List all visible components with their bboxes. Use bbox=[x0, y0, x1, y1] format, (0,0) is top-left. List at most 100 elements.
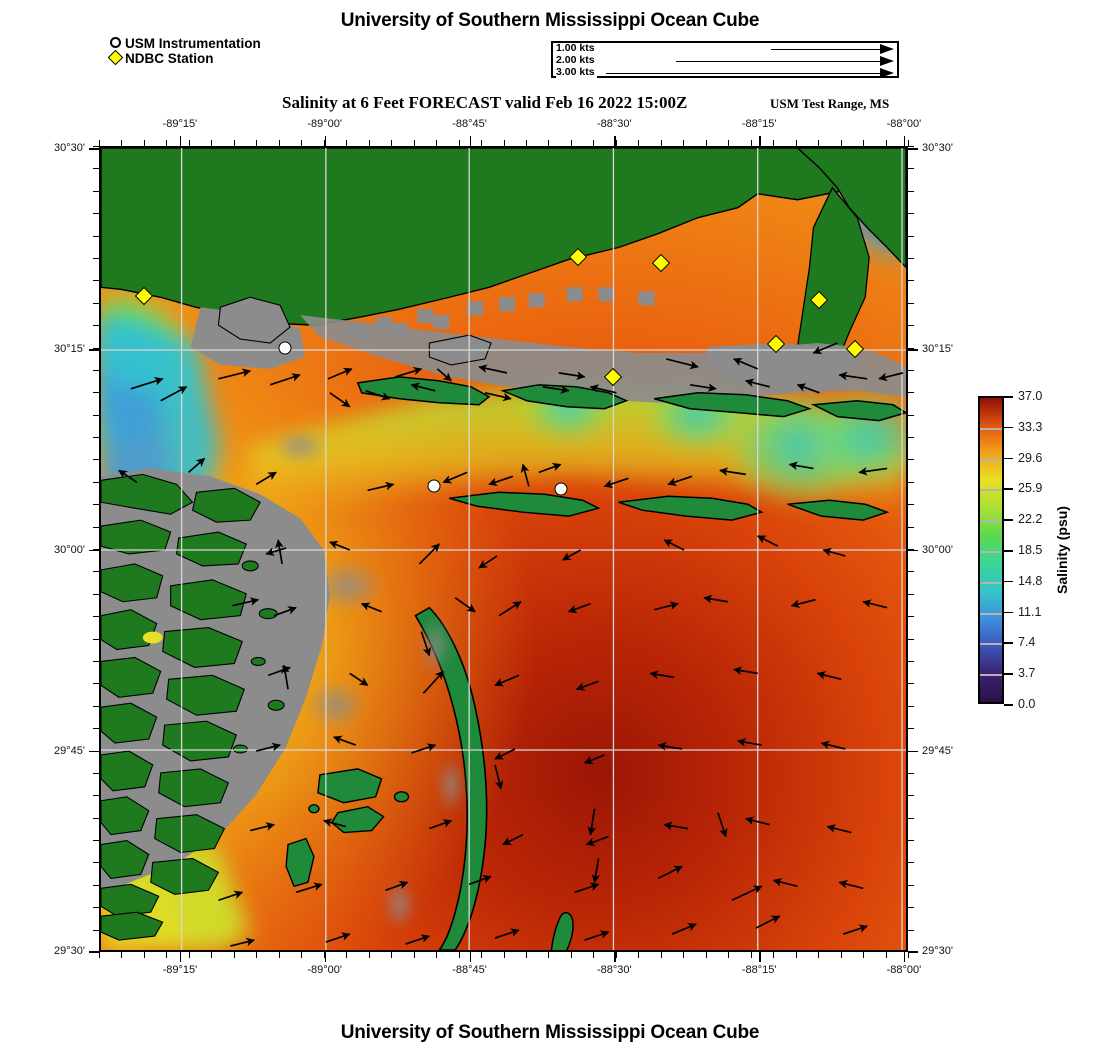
x-major-tick bbox=[903, 136, 906, 146]
x-major-tick bbox=[759, 952, 761, 962]
y-minor-tick bbox=[908, 728, 914, 730]
vector-scale-label: 2.00 kts bbox=[556, 53, 597, 66]
y-minor-tick bbox=[93, 146, 99, 147]
y-minor-tick bbox=[908, 414, 914, 416]
y-minor-tick bbox=[93, 907, 99, 909]
y-major-tick bbox=[89, 951, 99, 953]
y-minor-tick bbox=[93, 190, 99, 192]
y-minor-tick bbox=[908, 907, 914, 909]
y-axis-label: 30°00' bbox=[54, 543, 85, 556]
x-major-tick bbox=[614, 952, 616, 962]
y-minor-tick bbox=[93, 660, 99, 662]
x-axis-label: -88°15' bbox=[741, 118, 777, 130]
y-major-tick bbox=[908, 951, 918, 953]
x-minor-tick bbox=[885, 952, 887, 958]
usm-instrumentation-marker[interactable] bbox=[278, 341, 292, 355]
x-minor-tick bbox=[593, 952, 595, 958]
x-minor-tick bbox=[773, 140, 775, 146]
y-minor-tick bbox=[908, 840, 914, 842]
colorbar-band-separator bbox=[980, 643, 1002, 646]
x-minor-tick bbox=[840, 140, 842, 146]
colorbar-tick bbox=[1004, 519, 1013, 521]
legend-item-usm-instrumentation: USM Instrumentation bbox=[108, 36, 261, 51]
colorbar-band-separator bbox=[980, 489, 1002, 492]
colorbar-tick-label: 0.0 bbox=[1018, 697, 1036, 711]
y-minor-tick bbox=[93, 593, 99, 595]
y-minor-tick bbox=[908, 549, 914, 550]
x-minor-tick bbox=[346, 952, 348, 958]
x-minor-tick bbox=[391, 140, 393, 146]
y-minor-tick bbox=[908, 638, 914, 640]
colorbar-tick-label: 7.4 bbox=[1018, 635, 1036, 650]
x-minor-tick bbox=[525, 140, 527, 146]
x-minor-tick bbox=[863, 952, 865, 958]
usm-instrumentation-marker[interactable] bbox=[427, 479, 441, 493]
x-minor-tick bbox=[211, 952, 213, 958]
y-major-tick bbox=[908, 148, 918, 150]
x-minor-tick bbox=[166, 140, 168, 146]
colorbar-tick bbox=[1004, 642, 1013, 644]
x-minor-tick bbox=[458, 952, 460, 958]
x-minor-tick bbox=[818, 952, 820, 958]
colorbar-tick bbox=[1004, 704, 1013, 706]
y-minor-tick bbox=[93, 302, 99, 304]
x-minor-tick bbox=[391, 952, 393, 958]
y-minor-tick bbox=[93, 481, 99, 483]
y-minor-tick bbox=[908, 392, 914, 394]
y-minor-tick bbox=[93, 168, 99, 170]
colorbar-tick-label: 29.6 bbox=[1018, 450, 1043, 465]
page-title-bottom: University of Southern Mississippi Ocean… bbox=[340, 1022, 760, 1043]
y-minor-tick bbox=[93, 795, 99, 797]
x-minor-tick bbox=[548, 140, 550, 146]
colorbar-tick bbox=[1004, 550, 1013, 552]
colorbar-tick-label: 14.8 bbox=[1018, 573, 1043, 588]
x-major-tick bbox=[179, 952, 182, 962]
y-minor-tick bbox=[908, 459, 914, 461]
x-minor-tick bbox=[750, 952, 752, 958]
x-major-tick bbox=[324, 136, 327, 146]
x-minor-tick bbox=[413, 140, 415, 146]
x-minor-tick bbox=[278, 952, 280, 958]
y-minor-tick bbox=[93, 616, 99, 618]
south-island bbox=[550, 911, 574, 950]
x-major-tick bbox=[179, 136, 182, 146]
x-minor-tick bbox=[615, 952, 617, 958]
y-minor-tick bbox=[93, 683, 99, 685]
colorbar-tick bbox=[1004, 457, 1013, 460]
y-axis-label: 30°00' bbox=[922, 543, 953, 556]
x-axis-label: -88°45' bbox=[452, 118, 487, 130]
legend-label-usm: USM Instrumentation bbox=[125, 36, 261, 51]
x-minor-tick bbox=[301, 140, 303, 146]
x-axis-label: -88°15' bbox=[741, 964, 777, 976]
y-minor-tick bbox=[93, 728, 99, 730]
y-minor-tick bbox=[908, 504, 914, 506]
salinity-map-plot[interactable] bbox=[99, 146, 908, 952]
circle-outline-icon bbox=[108, 36, 125, 51]
y-major-tick bbox=[908, 549, 918, 552]
y-axis-label: 30°30' bbox=[54, 142, 85, 155]
x-minor-tick bbox=[750, 140, 752, 146]
colorbar-band-separator bbox=[980, 520, 1002, 523]
x-minor-tick bbox=[548, 952, 550, 958]
x-minor-tick bbox=[795, 952, 797, 958]
x-minor-tick bbox=[413, 952, 415, 958]
current-vector-scale-legend: 1.00 kts 2.00 kts 3.00 kts bbox=[551, 41, 899, 78]
colorbar-tick-label: 25.9 bbox=[1018, 481, 1043, 496]
y-axis-label: 29°45' bbox=[54, 744, 85, 757]
x-minor-tick bbox=[256, 952, 258, 958]
usm-instrumentation-marker[interactable] bbox=[554, 482, 568, 496]
colorbar-tick bbox=[1004, 396, 1013, 398]
x-major-tick bbox=[759, 136, 761, 146]
x-minor-tick bbox=[121, 140, 123, 146]
x-minor-tick bbox=[301, 952, 303, 958]
y-minor-tick bbox=[908, 884, 914, 886]
y-minor-tick bbox=[908, 280, 914, 282]
x-minor-tick bbox=[436, 952, 438, 958]
salinity-field-raster bbox=[101, 148, 906, 950]
y-minor-tick bbox=[93, 929, 99, 931]
y-minor-tick bbox=[93, 325, 99, 327]
x-minor-tick bbox=[728, 140, 730, 146]
y-minor-tick bbox=[908, 705, 914, 707]
x-minor-tick bbox=[323, 140, 325, 146]
colorbar-tick bbox=[1004, 488, 1013, 490]
